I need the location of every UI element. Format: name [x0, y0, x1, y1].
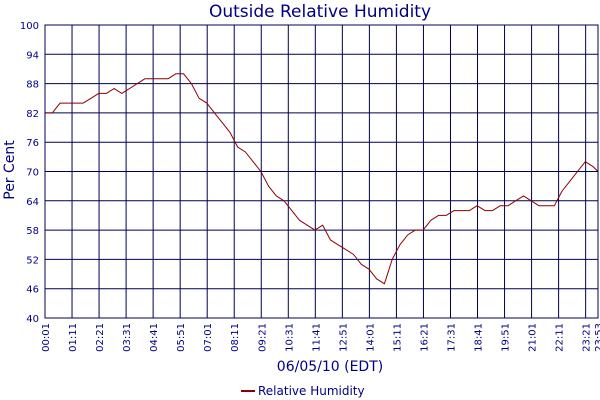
x-tick-label: 23:53 — [594, 323, 600, 352]
x-tick-label: 12:51 — [338, 323, 349, 352]
series-layer — [45, 73, 599, 285]
x-tick-label: 10:31 — [284, 323, 295, 352]
x-tick-label: 19:51 — [501, 323, 512, 352]
y-tick-label: 58 — [26, 226, 39, 237]
y-tick-label: 100 — [20, 21, 39, 32]
x-tick-label: 18:41 — [474, 323, 485, 352]
x-tick-label: 11:41 — [311, 323, 322, 352]
x-tick-label: 22:11 — [555, 323, 566, 352]
x-tick-label: 14:01 — [365, 323, 376, 352]
x-tick-label: 05:51 — [176, 323, 187, 352]
chart-title: Outside Relative Humidity — [209, 2, 431, 22]
x-tick-label: 23:21 — [582, 323, 593, 352]
x-tick-label: 02:21 — [95, 323, 106, 352]
x-tick-label: 17:31 — [446, 323, 457, 352]
grid-lines — [44, 24, 599, 319]
legend: Relative Humidity — [241, 384, 365, 398]
x-tick-label: 01:11 — [68, 323, 79, 352]
x-tick-labels: 00:01 01:11 02:21 03:31 04:41 05:51 07:01 08:11… — [41, 323, 600, 352]
x-tick-label: 16:21 — [419, 323, 430, 352]
y-tick-label: 46 — [26, 285, 39, 296]
y-tick-label: 70 — [26, 168, 39, 179]
y-tick-label: 82 — [26, 109, 39, 120]
x-tick-label: 00:01 — [41, 323, 52, 352]
x-axis-label: 06/05/10 (EDT) — [277, 359, 383, 375]
series-line-0 — [45, 73, 599, 285]
x-tick-label: 09:21 — [257, 323, 268, 352]
y-tick-label: 40 — [26, 314, 39, 325]
x-tick-label: 21:01 — [528, 323, 539, 352]
y-tick-labels: 40 46 52 58 64 70 76 82 88 94 100 — [20, 21, 39, 325]
x-tick-label: 07:01 — [203, 323, 214, 352]
x-tick-label: 04:41 — [149, 323, 160, 352]
y-tick-label: 52 — [26, 255, 39, 266]
x-tick-label: 03:31 — [122, 323, 133, 352]
y-tick-label: 88 — [26, 80, 39, 91]
x-tick-label: 15:11 — [392, 323, 403, 352]
legend-label: Relative Humidity — [258, 384, 365, 398]
y-tick-label: 94 — [26, 50, 39, 61]
y-axis-label: Per Cent — [2, 140, 18, 200]
y-tick-label: 76 — [26, 138, 39, 149]
plot-frame — [44, 24, 599, 319]
y-tick-label: 64 — [26, 197, 39, 208]
x-tick-label: 08:11 — [230, 323, 241, 352]
